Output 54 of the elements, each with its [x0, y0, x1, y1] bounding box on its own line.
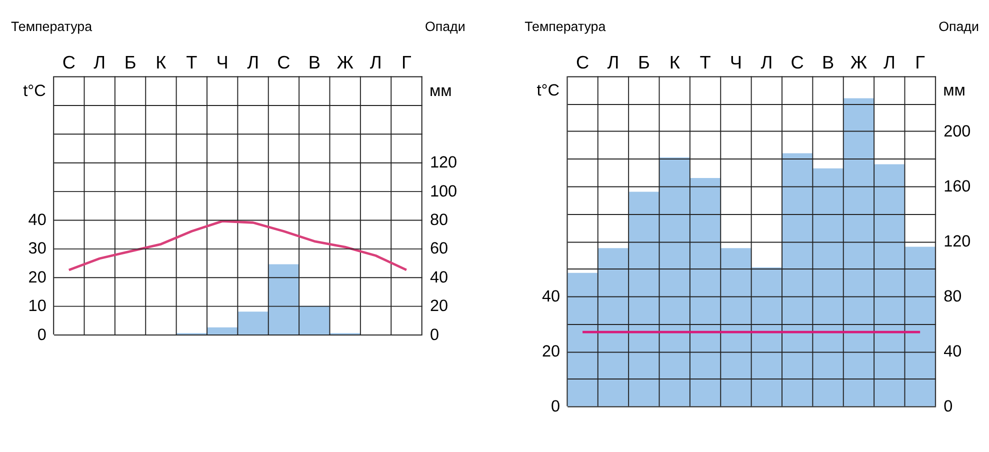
- text: мм: [429, 82, 452, 100]
- y-axis-title: Температура: [524, 18, 606, 34]
- x-tick-label: Л: [760, 52, 773, 73]
- x-tick-label: Г: [915, 52, 926, 73]
- x-tick-label: Т: [186, 52, 198, 73]
- y2-axis-title: Опади: [938, 18, 979, 34]
- y2-tick-label: 20: [430, 297, 448, 316]
- x-tick-label: Л: [370, 52, 382, 73]
- x-tick-label: С: [790, 52, 804, 73]
- y2-tick-label: 100: [430, 182, 458, 200]
- y-tick-label: 40: [28, 211, 46, 230]
- y-tick-label: 20: [542, 342, 560, 361]
- text: t°C: [23, 82, 46, 100]
- y2-tick-label: 0: [430, 326, 439, 344]
- x-tick-label: Ж: [336, 52, 354, 73]
- y2-tick-label: 160: [944, 178, 971, 196]
- y-tick-label: 0: [37, 326, 46, 344]
- x-tick-label: Ч: [730, 52, 742, 73]
- x-tick-label: С: [277, 52, 290, 73]
- y2-tick-label: 120: [430, 154, 458, 172]
- x-tick-label: Т: [700, 52, 711, 73]
- y-tick-label: 40: [542, 288, 560, 306]
- x-tick-label: Ч: [216, 52, 228, 73]
- x-tick-label: В: [822, 52, 834, 73]
- y2-tick-label: 80: [430, 211, 448, 230]
- x-tick-label: В: [308, 52, 320, 73]
- x-tick-label: С: [576, 52, 590, 73]
- text: t°C: [536, 82, 560, 100]
- y2-tick-label: 200: [944, 122, 971, 141]
- x-tick-label: Л: [247, 52, 259, 73]
- y-axis-title: Температура: [11, 18, 93, 34]
- y2-tick-label: 0: [944, 398, 953, 416]
- y2-tick-label: 80: [944, 288, 962, 306]
- x-tick-label: Б: [124, 52, 136, 73]
- x-tick-label: Л: [607, 52, 620, 73]
- x-tick-label: Л: [94, 52, 106, 73]
- x-tick-label: К: [156, 52, 167, 73]
- y-tick-label: 20: [28, 268, 46, 286]
- x-tick-label: Ж: [850, 52, 868, 73]
- y2-tick-label: 120: [944, 232, 971, 251]
- y2-axis-title: Опади: [424, 18, 466, 34]
- y2-tick-label: 40: [430, 268, 448, 286]
- x-tick-label: С: [62, 52, 76, 73]
- y-tick-label: 10: [28, 297, 46, 316]
- x-tick-label: Б: [638, 52, 650, 73]
- line-series: [68, 220, 408, 272]
- text: мм: [943, 82, 966, 100]
- y-tick-label: 0: [550, 398, 560, 416]
- x-tick-label: Л: [883, 52, 896, 73]
- x-tick-label: Г: [402, 52, 412, 73]
- y2-tick-label: 40: [944, 342, 962, 361]
- y2-tick-label: 60: [430, 240, 448, 258]
- x-tick-label: К: [669, 52, 680, 73]
- y-tick-label: 30: [28, 240, 46, 258]
